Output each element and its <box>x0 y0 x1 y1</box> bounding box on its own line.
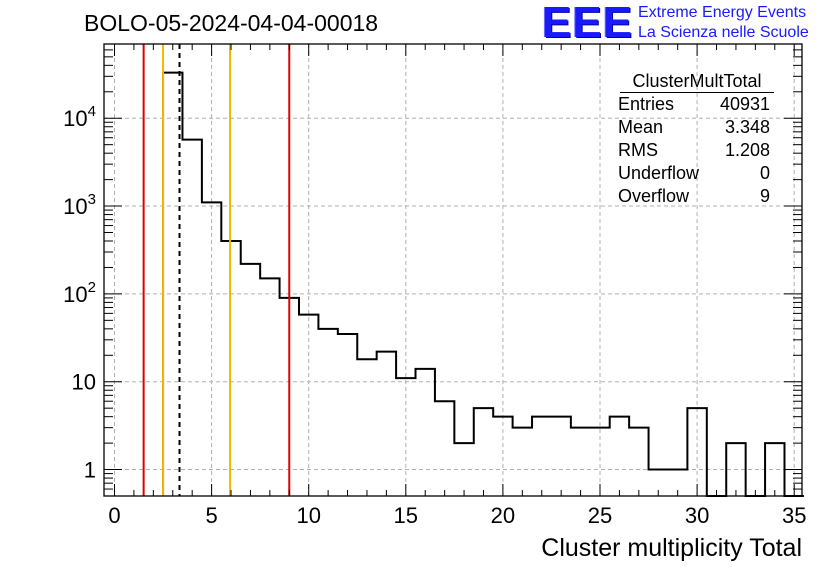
histogram-bin <box>551 417 570 496</box>
histogram-bin <box>182 140 201 496</box>
x-tick-label: 5 <box>205 503 217 528</box>
histogram-bin <box>357 359 376 496</box>
stats-row-underflow: Underflow 0 <box>612 162 778 185</box>
histogram-bin <box>435 401 454 496</box>
histogram-bin <box>571 428 590 496</box>
stats-title: ClusterMultTotal <box>620 70 774 93</box>
stats-label: Mean <box>618 117 664 137</box>
histogram-outline <box>162 71 804 497</box>
logo-line-1: Extreme Energy Events <box>638 4 807 21</box>
stats-label: RMS <box>618 140 658 160</box>
histogram-bin <box>629 428 648 496</box>
x-tick-label: 30 <box>685 503 709 528</box>
logo-mark: EEE <box>542 0 634 47</box>
stats-value: 3.348 <box>724 117 770 137</box>
histogram-bin <box>416 369 435 496</box>
stats-label: Entries <box>618 94 675 114</box>
stats-row-rms: RMS 1.208 <box>612 139 778 162</box>
histogram-bin <box>318 329 337 496</box>
plot-frame <box>103 43 803 497</box>
stats-value: 1.208 <box>724 140 770 160</box>
histogram-bin <box>338 334 357 496</box>
y-tick-label: 103 <box>63 191 96 219</box>
stats-row-overflow: Overflow 9 <box>612 185 778 208</box>
x-tick-label: 0 <box>108 503 120 528</box>
histogram-bin <box>260 278 279 496</box>
stats-box: ClusterMultTotal Entries 40931 Mean 3.34… <box>612 70 778 208</box>
stats-row-entries: Entries 40931 <box>612 93 778 116</box>
chart-title: BOLO-05-2024-04-04-00018 <box>84 10 379 36</box>
y-tick-label: 1 <box>84 458 96 483</box>
stats-row-mean: Mean 3.348 <box>612 116 778 139</box>
y-tick-label: 104 <box>63 103 96 131</box>
stats-value: 9 <box>759 186 770 206</box>
histogram-bin <box>765 443 784 496</box>
x-tick-label: 35 <box>782 503 806 528</box>
eee-logo: EEE Extreme Energy Events La Scienza nel… <box>542 0 834 48</box>
stats-value: 40931 <box>719 94 770 114</box>
x-tick-label: 25 <box>588 503 612 528</box>
x-tick-label: 20 <box>491 503 515 528</box>
histogram-bin <box>532 417 551 496</box>
histogram-bin <box>474 408 493 496</box>
stats-label: Overflow <box>618 186 690 206</box>
histogram-bin <box>241 264 260 496</box>
x-axis-label: Cluster multiplicity Total <box>541 534 802 562</box>
histogram-bin <box>610 417 629 496</box>
stats-label: Underflow <box>618 163 700 183</box>
stats-value: 0 <box>759 163 770 183</box>
x-tick-label: 15 <box>394 503 418 528</box>
y-tick-label: 10 <box>72 370 96 395</box>
y-tick-label: 102 <box>63 279 96 307</box>
histogram-bin <box>513 428 532 496</box>
x-tick-label: 10 <box>296 503 320 528</box>
histogram-bin <box>377 352 396 496</box>
logo-line-2: La Scienza nelle Scuole <box>638 24 809 41</box>
